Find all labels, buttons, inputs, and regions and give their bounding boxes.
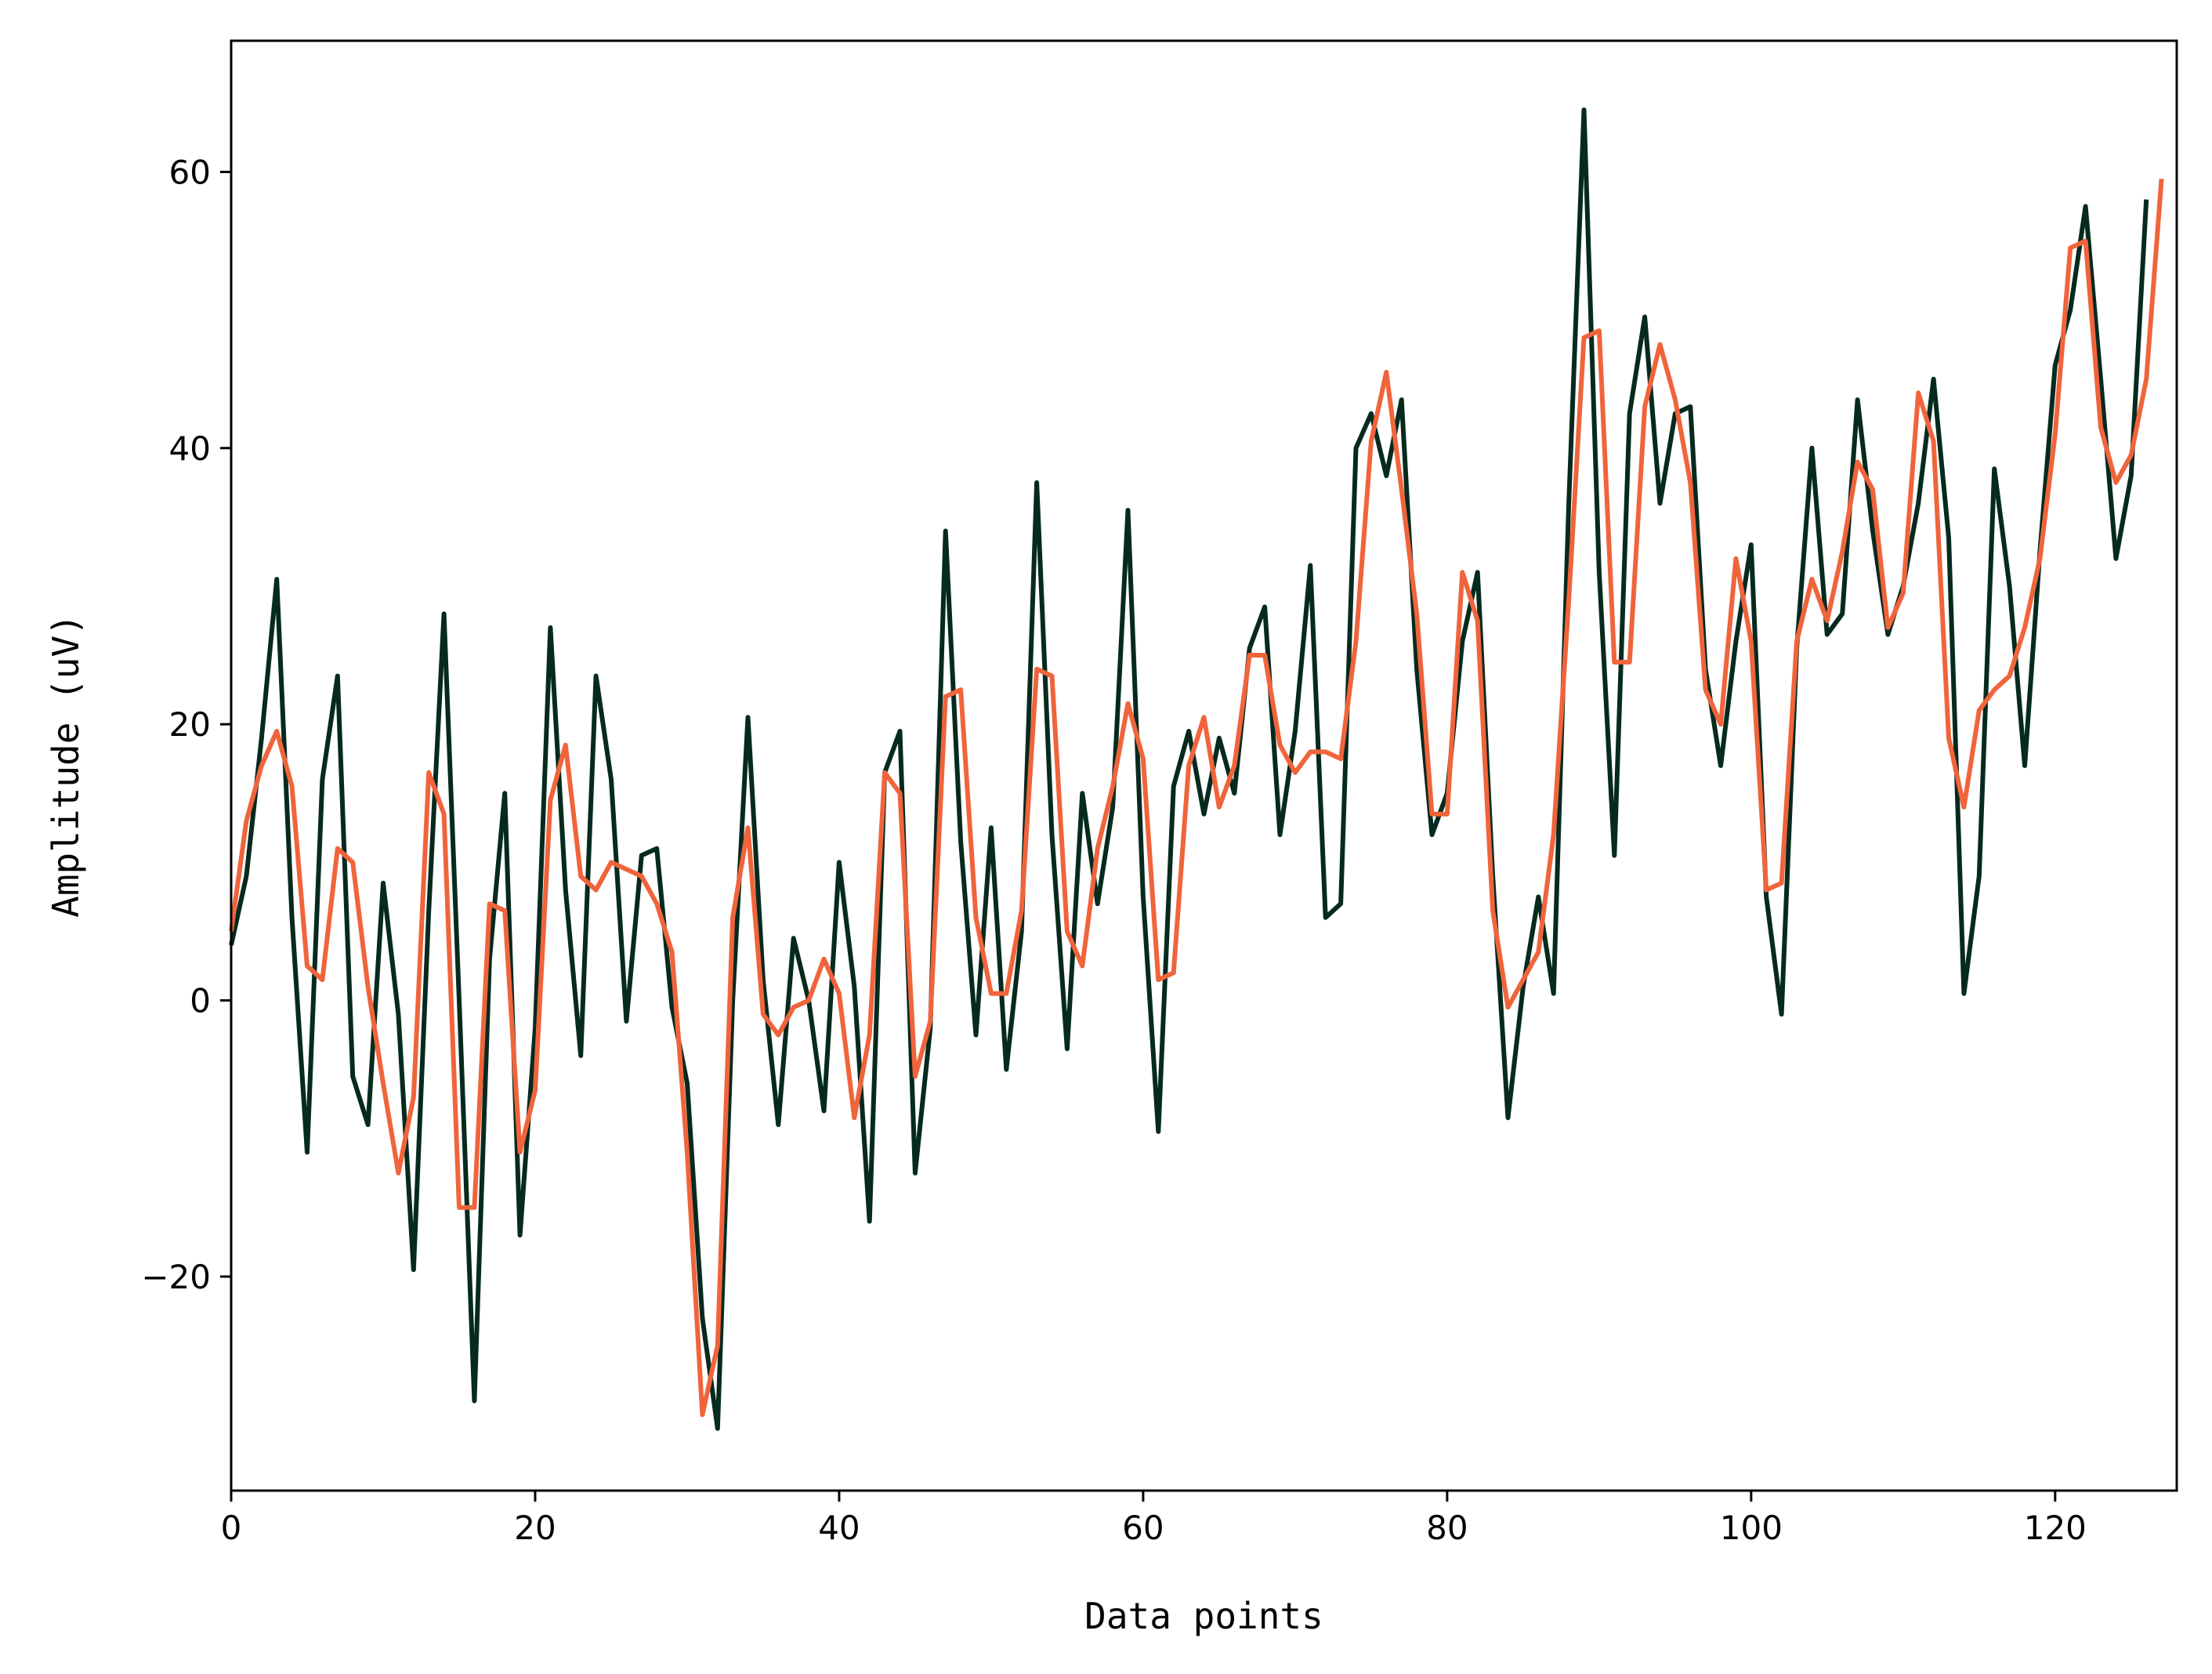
x-tick-label: 40 [818, 1509, 860, 1547]
x-tick-label: 120 [2024, 1509, 2087, 1547]
y-tick-label: −20 [141, 1258, 211, 1296]
plot-area-frame [230, 39, 2178, 1492]
x-tick-label: 60 [1122, 1509, 1164, 1547]
x-tick-label: 80 [1426, 1509, 1468, 1547]
x-tick-label: 0 [221, 1509, 242, 1547]
x-tick-label: 100 [1720, 1509, 1783, 1547]
y-tick-label: 40 [169, 429, 211, 468]
series-line-2 [229, 178, 2164, 1418]
y-axis-title: Amplitude (uV) [45, 614, 87, 918]
x-axis: 0 20 40 60 80 100 120 [221, 1491, 2087, 1547]
y-tick-label: 0 [190, 982, 211, 1020]
series-line-1 [229, 107, 2149, 1431]
series-layer [229, 107, 2164, 1431]
y-axis: −20 0 20 40 60 [141, 153, 231, 1296]
x-axis-title: Data points [1084, 1595, 1323, 1637]
y-tick-label: 60 [169, 153, 211, 191]
x-tick-label: 20 [514, 1509, 556, 1547]
y-tick-label: 20 [169, 705, 211, 744]
